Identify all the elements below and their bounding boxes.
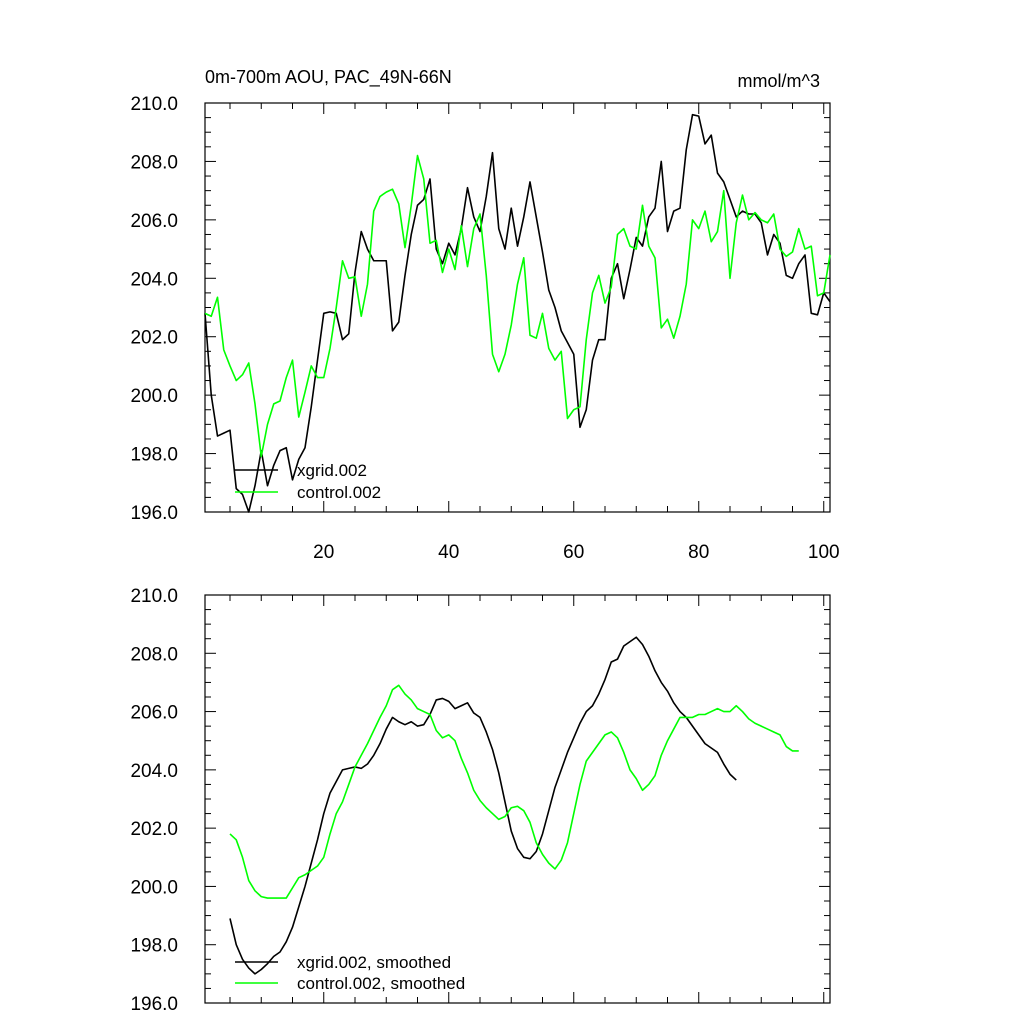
y-tick-label: 202.0	[130, 819, 178, 840]
legend-label: xgrid.002	[297, 461, 367, 480]
y-tick-label: 196.0	[130, 503, 178, 524]
y-tick-label: 202.0	[130, 328, 178, 349]
series-line-xgrid-002	[204, 113, 831, 513]
y-tick-label: 200.0	[130, 386, 178, 407]
y-tick-label: 210.0	[130, 94, 178, 115]
y-tick-label: 198.0	[130, 936, 178, 957]
plot-frame	[204, 594, 831, 1004]
legend-label: control.002, smoothed	[297, 974, 465, 993]
legend-label: xgrid.002, smoothed	[297, 953, 451, 972]
chart-title: 0m-700m AOU, PAC_49N-66N	[205, 67, 452, 88]
x-tick-label: 60	[563, 542, 584, 563]
series-line-xgrid-002-smoothed	[229, 636, 737, 975]
legend-label: control.002	[297, 483, 381, 502]
x-tick-label: 20	[313, 542, 334, 563]
y-tick-label: 204.0	[130, 269, 178, 290]
plot-frame	[204, 102, 831, 513]
top-chart: 0m-700m AOU, PAC_49N-66N mmol/m^3 196.0 1…	[130, 67, 839, 563]
y-tick-label: 200.0	[130, 877, 178, 898]
x-tick-label: 80	[688, 542, 709, 563]
y-tick-label: 198.0	[130, 445, 178, 466]
units-label: mmol/m^3	[738, 71, 820, 91]
y-tick-label: 204.0	[130, 761, 178, 782]
y-tick-label: 196.0	[130, 994, 178, 1015]
y-tick-label: 206.0	[130, 703, 178, 724]
y-tick-label: 208.0	[130, 644, 178, 665]
bottom-chart: 196.0 198.0 200.0 202.0 204.0 206.0 208.0 210.0…	[130, 586, 831, 1015]
y-tick-label: 210.0	[130, 586, 178, 607]
x-tick-label: 100	[808, 542, 840, 563]
series-line-control-002	[204, 154, 831, 458]
series-line-control-002-smoothed	[229, 684, 799, 899]
y-tick-label: 206.0	[130, 211, 178, 232]
y-tick-label: 208.0	[130, 152, 178, 173]
x-tick-label: 40	[438, 542, 459, 563]
